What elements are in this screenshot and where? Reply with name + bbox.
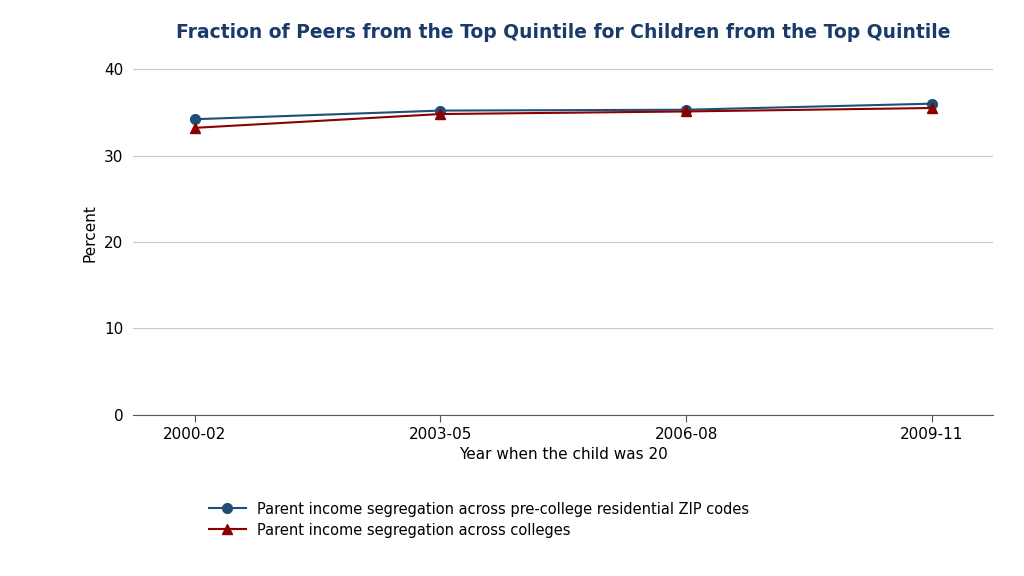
Y-axis label: Percent: Percent <box>82 204 97 262</box>
Parent income segregation across colleges <box>188 124 201 131</box>
Parent income segregation across colleges <box>926 105 938 112</box>
Line: Parent income segregation across pre-college residential ZIP codes: Parent income segregation across pre-col… <box>189 99 937 124</box>
Parent income segregation across pre-college residential ZIP codes <box>434 107 446 114</box>
X-axis label: Year when the child was 20: Year when the child was 20 <box>459 447 668 462</box>
Legend: Parent income segregation across pre-college residential ZIP codes, Parent incom: Parent income segregation across pre-col… <box>209 502 750 537</box>
Parent income segregation across colleges <box>680 108 692 115</box>
Parent income segregation across colleges <box>434 111 446 118</box>
Parent income segregation across pre-college residential ZIP codes <box>680 107 692 113</box>
Line: Parent income segregation across colleges: Parent income segregation across college… <box>189 103 937 132</box>
Title: Fraction of Peers from the Top Quintile for Children from the Top Quintile: Fraction of Peers from the Top Quintile … <box>176 23 950 42</box>
Parent income segregation across pre-college residential ZIP codes <box>926 100 938 107</box>
Parent income segregation across pre-college residential ZIP codes <box>188 116 201 123</box>
